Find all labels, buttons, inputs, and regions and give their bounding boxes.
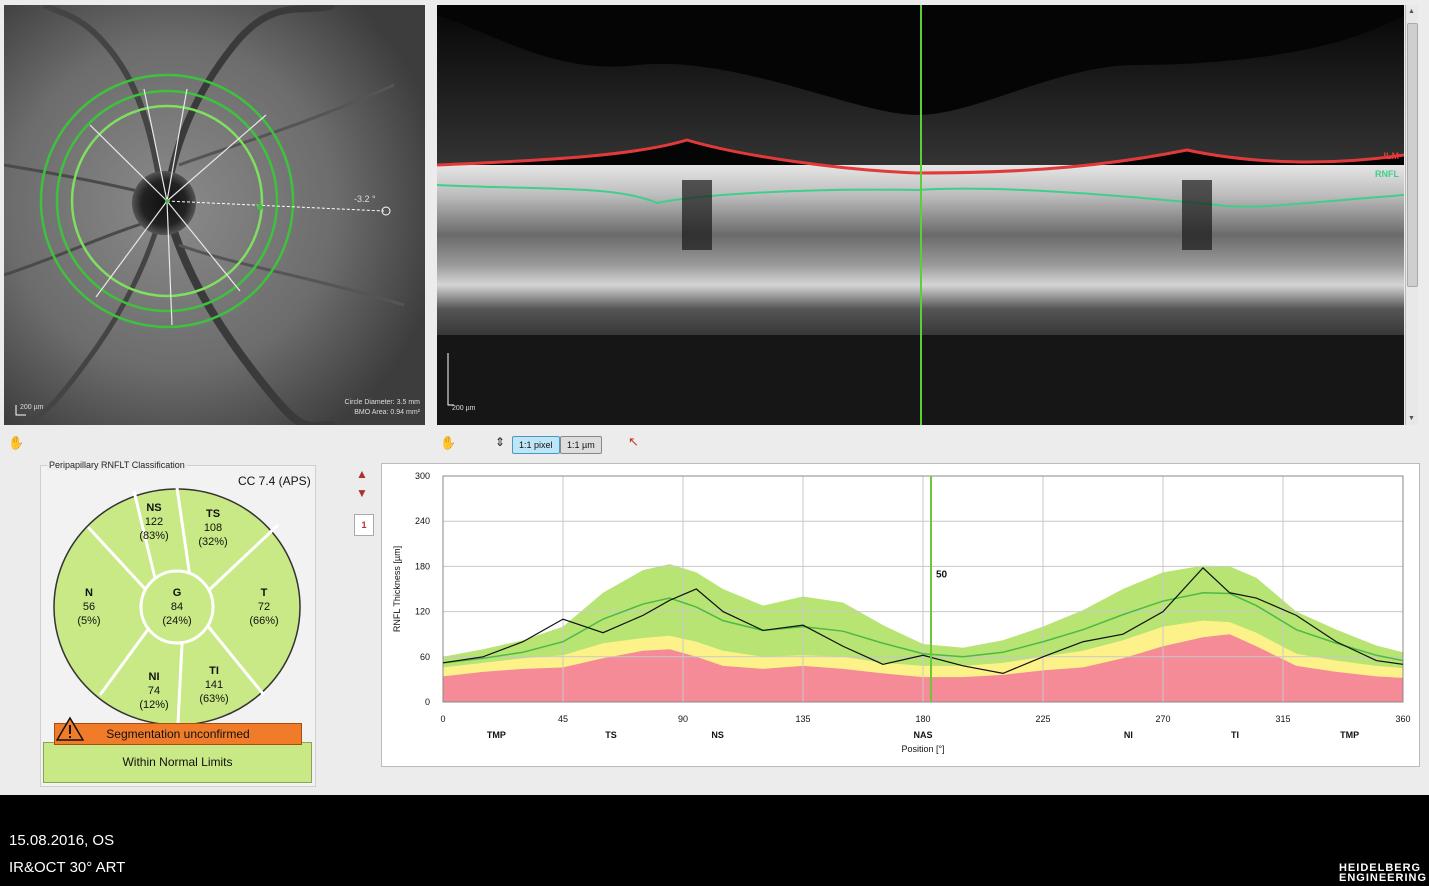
sector-n-label: N xyxy=(85,587,93,599)
sector-t-label: T xyxy=(260,587,268,599)
sector-ns-value: 122 xyxy=(144,516,164,528)
sector-g-value: 84 xyxy=(170,601,184,613)
micron-ratio-button[interactable]: 1:1 µm xyxy=(560,436,602,454)
sector-ni-pct: (12%) xyxy=(139,699,169,711)
y-tick-label: 240 xyxy=(415,516,430,526)
cursor-value-label: 50 xyxy=(936,570,948,581)
bscan-scrollbar[interactable]: ▲ ▼ xyxy=(1405,5,1418,425)
segmentation-warning[interactable]: Segmentation unconfirmed xyxy=(54,723,302,745)
warning-icon xyxy=(56,716,84,741)
sector-ns: NS 122 (83%) xyxy=(129,501,179,543)
x-tick-label: 360 xyxy=(1395,714,1410,724)
ilm-label: ILM xyxy=(1383,151,1400,161)
brand-line2: ENGINEERING xyxy=(1338,872,1427,884)
sector-g: G 84 (24%) xyxy=(152,586,202,628)
sector-ni-label: NI xyxy=(148,671,160,683)
sector-n: N 56 (5%) xyxy=(64,586,114,628)
y-axis-label: RNFL Thickness [µm] xyxy=(392,546,402,632)
x-tick-label: 135 xyxy=(795,714,810,724)
x-axis-label: Position [°] xyxy=(901,744,944,754)
scroll-down-icon[interactable]: ▼ xyxy=(1408,415,1415,422)
patient-rnfl-line xyxy=(442,567,1404,674)
oct-bscan[interactable]: 200 µm ILM RNFL xyxy=(437,5,1404,425)
angle-label: -3.2 ° xyxy=(354,194,376,204)
sector-axis-label: TS xyxy=(605,730,617,740)
x-tick-label: 45 xyxy=(558,714,568,724)
vertical-resize-icon[interactable]: ⇕ xyxy=(495,435,506,449)
rnfl-chart-panel: 0 45 90 135 180 225 270 315 360 0 60 120 180 240 300 50… xyxy=(381,463,1420,767)
sector-axis-label: NI xyxy=(1124,730,1133,740)
sector-g-label: G xyxy=(172,587,182,599)
rnfl-chart[interactable]: 0 45 90 135 180 225 270 315 360 0 60 120 180 240 300 50… xyxy=(382,464,1419,766)
sector-ni: NI 74 (12%) xyxy=(129,670,179,712)
circle-diameter-label: Circle Diameter: 3.5 mm xyxy=(344,399,420,406)
x-tick-label: 270 xyxy=(1155,714,1170,724)
sector-g-pct: (24%) xyxy=(162,615,192,627)
sector-axis-label: NAS xyxy=(913,730,932,740)
sector-ts: TS 108 (32%) xyxy=(188,507,238,549)
sector-ti: TI 141 (63%) xyxy=(189,664,239,706)
x-tick-label: 225 xyxy=(1035,714,1050,724)
sector-ns-label: NS xyxy=(146,502,162,514)
rnfl-label: RNFL xyxy=(1375,169,1399,179)
sector-axis-label: TMP xyxy=(487,730,506,740)
sector-ts-pct: (32%) xyxy=(198,536,228,548)
sector-axis-label: NS xyxy=(711,730,724,740)
cursor-tool-icon[interactable]: ↖ xyxy=(628,434,639,449)
x-tick-label: 180 xyxy=(915,714,930,724)
sector-ti-pct: (63%) xyxy=(199,693,229,705)
bmo-area-label: BMO Area: 0.94 mm² xyxy=(354,409,420,416)
y-tick-label: 120 xyxy=(415,607,430,617)
previous-arrow-icon[interactable]: ▲ xyxy=(356,467,368,481)
y-tick-label: 60 xyxy=(420,652,430,662)
x-tick-label: 0 xyxy=(440,714,445,724)
sector-n-pct: (5%) xyxy=(77,615,101,627)
sector-ti-value: 141 xyxy=(204,679,224,691)
x-tick-label: 315 xyxy=(1275,714,1290,724)
next-arrow-icon[interactable]: ▼ xyxy=(356,486,368,500)
y-tick-label: 0 xyxy=(425,697,430,707)
sector-ns-pct: (83%) xyxy=(139,530,169,542)
modality-label: IR&OCT 30° ART xyxy=(9,859,126,876)
fundus-svg xyxy=(4,5,425,425)
y-tick-label: 300 xyxy=(415,471,430,481)
fundus-image[interactable]: 200 µm -3.2 ° Circle Diameter: 3.5 mm BM… xyxy=(4,5,425,425)
classification-title: Peripapillary RNFLT Classification xyxy=(47,460,187,470)
sector-ts-value: 108 xyxy=(203,522,223,534)
scroll-up-icon[interactable]: ▲ xyxy=(1408,8,1415,15)
sector-axis-label: TMP xyxy=(1340,730,1359,740)
hand-tool-icon[interactable]: ✋ xyxy=(440,435,457,450)
sector-wheel xyxy=(53,487,301,725)
exam-date: 15.08.2016, OS xyxy=(9,832,115,849)
classification-version: CC 7.4 (APS) xyxy=(238,474,311,488)
normal-mean-line xyxy=(442,592,1404,664)
x-tick-label: 90 xyxy=(678,714,688,724)
sector-axis-label: TI xyxy=(1231,730,1239,740)
plot-frame xyxy=(442,475,1404,703)
scroll-thumb[interactable] xyxy=(1407,23,1418,287)
sector-n-value: 56 xyxy=(82,601,96,613)
segmentation-warning-text: Segmentation unconfirmed xyxy=(106,727,250,741)
bscan-svg xyxy=(437,5,1404,425)
brand-line1: HEIDELBERG xyxy=(1338,862,1422,874)
sector-t-pct: (66%) xyxy=(249,615,279,627)
sector-ts-label: TS xyxy=(205,508,221,520)
page-indicator[interactable]: 1 xyxy=(354,514,374,536)
sector-ni-value: 74 xyxy=(147,685,161,697)
y-tick-label: 180 xyxy=(415,561,430,571)
sector-ti-label: TI xyxy=(209,665,219,677)
pixel-ratio-button[interactable]: 1:1 pixel xyxy=(512,436,560,454)
brand-logo: HEIDELBERG ENGINEERING xyxy=(1338,862,1427,884)
fundus-scale-label: 200 µm xyxy=(20,404,44,411)
sector-t: T 72 (66%) xyxy=(239,586,289,628)
footer: 15.08.2016, OS IR&OCT 30° ART HEIDELBERG… xyxy=(0,795,1429,886)
bscan-scale-label: 200 µm xyxy=(452,405,476,412)
classification-result: Within Normal Limits xyxy=(43,742,312,783)
sector-t-value: 72 xyxy=(257,601,271,613)
hand-tool-icon-left[interactable]: ✋ xyxy=(8,435,25,450)
